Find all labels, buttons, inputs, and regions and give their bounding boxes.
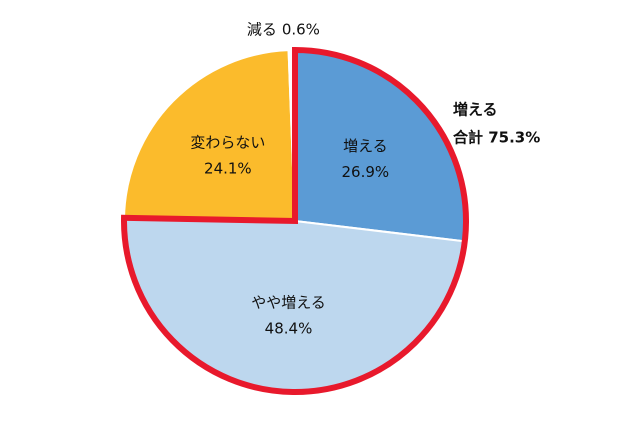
slice-value: 48.4% <box>265 319 313 337</box>
slice-value: 0.6% <box>282 20 320 38</box>
slice-value: 24.1% <box>204 160 252 178</box>
slice-value: 26.9% <box>342 163 390 181</box>
slice-label: やや増える <box>251 293 326 311</box>
slice-category: 減る <box>247 20 277 38</box>
highlight-outline <box>121 46 469 395</box>
slice-label: 変わらない <box>190 134 265 152</box>
slice-label: 増える <box>343 137 388 155</box>
annotation: 合計 75.3% <box>452 129 540 147</box>
slice-label: 減る 0.6% <box>247 20 320 38</box>
annotation: 増える <box>453 101 498 119</box>
pie-slice <box>123 49 297 223</box>
